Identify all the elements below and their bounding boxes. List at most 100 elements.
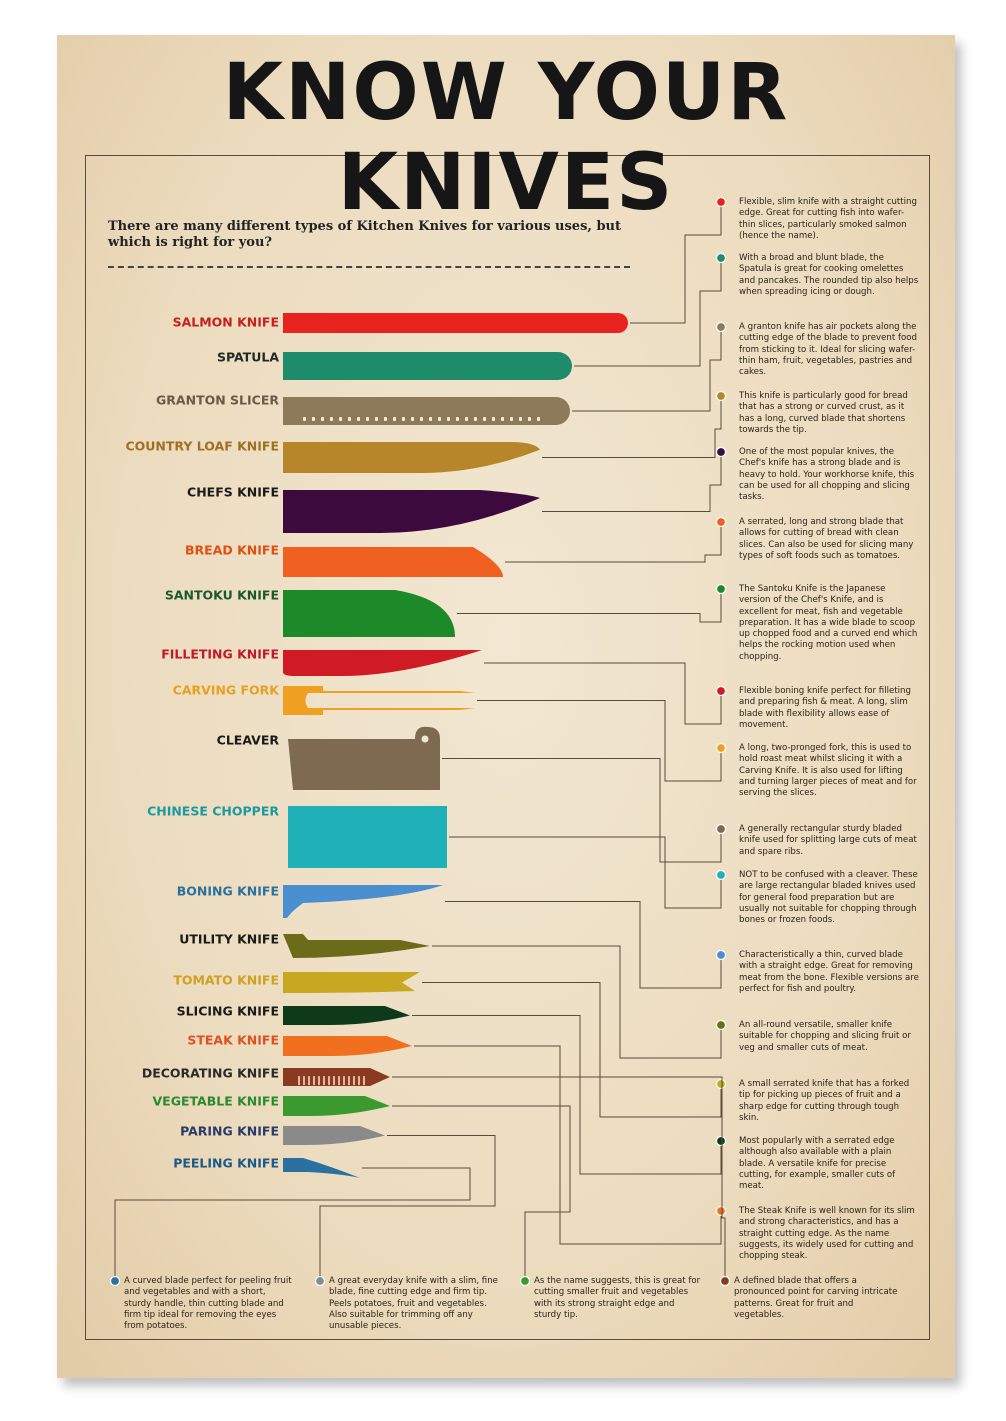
poster-title: KNOW YOUR KNIVES: [222, 48, 790, 228]
knife-slicing-knife: [283, 1006, 410, 1025]
knife-blade: [283, 885, 443, 918]
knife-salmon-knife: [283, 313, 628, 333]
knife-blade: [288, 806, 447, 868]
bullet-dot-icon: [715, 823, 727, 835]
decorating-tooth: [353, 1076, 355, 1086]
bullet-dot-icon: [719, 1275, 731, 1287]
decorating-tooth: [303, 1076, 305, 1086]
bullet-dot-icon: [715, 390, 727, 402]
granton-dimple: [357, 417, 360, 421]
connector-line: [477, 700, 722, 782]
bullet-dot-icon: [715, 742, 727, 754]
knife-blade: [283, 1126, 385, 1145]
decorating-tooth: [328, 1076, 330, 1086]
knife-blade: [283, 972, 420, 993]
connector-line: [449, 836, 722, 909]
knife-description: The Steak Knife is well known for its sl…: [739, 1206, 915, 1262]
decorating-tooth: [358, 1076, 360, 1086]
knife-label: CHEFS KNIFE: [187, 484, 279, 500]
bullet-dot-icon: [715, 583, 727, 595]
knife-label: COUNTRY LOAF KNIFE: [125, 438, 279, 454]
knife-description: A serrated, long and strong blade that a…: [739, 517, 914, 561]
knife-label: FILLETING KNIFE: [161, 646, 279, 662]
granton-dimple: [330, 417, 333, 421]
granton-dimple: [411, 417, 414, 421]
granton-dimple: [339, 417, 342, 421]
connector-line: [484, 662, 722, 725]
decorating-tooth: [308, 1076, 310, 1086]
knife-description: The Santoku Knife is the Japanese versio…: [739, 584, 918, 662]
granton-dimple: [402, 417, 405, 421]
decorating-tooth: [318, 1076, 320, 1086]
connector-line: [442, 758, 722, 863]
decorating-tooth: [298, 1076, 300, 1086]
connector-line: [630, 202, 722, 324]
knife-label: SALMON KNIFE: [172, 314, 279, 330]
granton-dimple: [420, 417, 423, 421]
connector-line: [445, 901, 722, 989]
knife-description: A great everyday knife with a slim, fine…: [329, 1276, 498, 1332]
knife-chefs-knife: [283, 490, 540, 533]
connector-line: [422, 982, 722, 1118]
knife-description: A long, two-pronged fork, this is used t…: [739, 743, 917, 799]
knife-blade: [283, 1096, 390, 1116]
granton-dimple: [429, 417, 432, 421]
knife-label: SANTOKU KNIFE: [164, 587, 279, 603]
knife-description: This knife is particularly good for brea…: [739, 391, 908, 435]
knife-label: PEELING KNIFE: [173, 1155, 279, 1171]
knife-granton-slicer: [283, 397, 570, 425]
granton-dimple: [321, 417, 324, 421]
knife-label: BONING KNIFE: [176, 883, 279, 899]
knife-blade: [283, 1036, 412, 1056]
knife-filleting-knife: [283, 650, 482, 676]
knife-blade: [283, 442, 540, 473]
knife-paring-knife: [283, 1126, 385, 1145]
knife-blade: [283, 490, 540, 533]
connector-line: [392, 1105, 571, 1280]
granton-dimple: [447, 417, 450, 421]
knife-description: A defined blade that offers a pronounced…: [734, 1276, 898, 1320]
decorating-tooth: [323, 1076, 325, 1086]
granton-dimple: [312, 417, 315, 421]
knife-blade: [283, 313, 628, 333]
granton-dimple: [465, 417, 468, 421]
decorating-tooth: [348, 1076, 350, 1086]
knife-blade: [288, 726, 440, 790]
knife-description: Flexible boning knife perfect for fillet…: [739, 686, 911, 730]
decorating-tooth: [363, 1076, 365, 1086]
connector-line: [412, 1015, 722, 1175]
knife-blade: [283, 352, 572, 380]
connector-line: [392, 1076, 726, 1280]
knife-label: CHINESE CHOPPER: [147, 803, 279, 819]
knife-blade: [283, 686, 475, 715]
knife-spatula: [283, 352, 572, 380]
knife-country-loaf-knife: [283, 442, 540, 473]
knife-blade: [283, 590, 455, 637]
knife-description: As the name suggests, this is great for …: [534, 1276, 701, 1320]
knife-label: TOMATO KNIFE: [173, 972, 279, 988]
granton-dimple: [492, 417, 495, 421]
knife-blade: [283, 1006, 410, 1025]
cleaver-hole: [421, 735, 429, 743]
knife-steak-knife: [283, 1036, 412, 1056]
knife-description: An all-round versatile, smaller knife su…: [739, 1020, 911, 1053]
knife-label: SPATULA: [216, 349, 279, 365]
decorating-tooth: [338, 1076, 340, 1086]
knife-label: GRANTON SLICER: [156, 392, 279, 408]
connector-line: [542, 452, 722, 512]
knife-description: A generally rectangular sturdy bladed kn…: [739, 824, 917, 857]
knife-cleaver: [288, 726, 440, 790]
bullet-dot-icon: [715, 321, 727, 333]
knife-description: A small serrated knife that has a forked…: [739, 1079, 910, 1123]
knife-peeling-knife: [283, 1158, 360, 1178]
connector-line: [114, 1167, 471, 1280]
knife-blade: [283, 547, 503, 577]
connector-line: [505, 522, 722, 563]
bullet-dot-icon: [715, 446, 727, 458]
granton-dimple: [375, 417, 378, 421]
knife-chinese-chopper: [288, 806, 447, 868]
granton-dimple: [474, 417, 477, 421]
bullet-dot-icon: [715, 252, 727, 264]
bullet-dot-icon: [715, 1205, 727, 1217]
connector-line: [574, 258, 722, 367]
